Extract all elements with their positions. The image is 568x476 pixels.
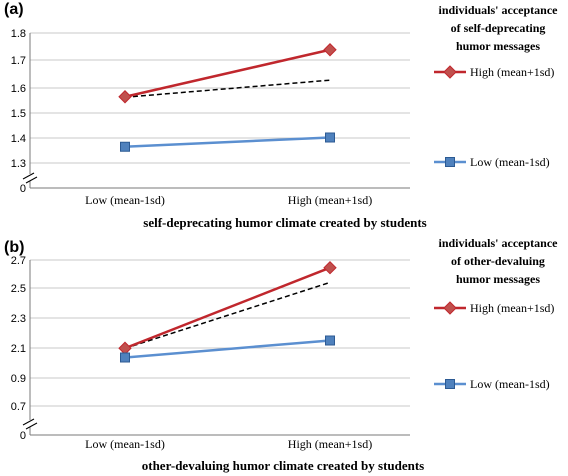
y-tick-label: 2.3 [11, 313, 26, 325]
x-tick-label: High (mean+1sd) [288, 437, 372, 451]
panel-b-label: (b) [4, 239, 24, 256]
series-line [124, 136, 331, 148]
y-tick-label: 2.7 [11, 255, 26, 267]
y-tick-label: 0.7 [11, 401, 26, 413]
legend-entry: Low (mean-1sd) [434, 155, 550, 169]
x-axis-title-a: self-deprecating humor climate created b… [143, 215, 426, 230]
legend-label: High (mean+1sd) [470, 65, 554, 79]
data-point [325, 132, 335, 143]
y-tick-label: 0.9 [11, 373, 26, 385]
data-point [118, 90, 132, 104]
panel-b: (b) individuals' acceptance of other-dev… [4, 236, 558, 473]
legend-marker [443, 65, 457, 79]
data-point [120, 141, 130, 152]
data-point [323, 260, 337, 275]
legend-title-b: individuals' acceptance of other-devalui… [438, 236, 558, 286]
legend-entry: Low (mean-1sd) [434, 377, 550, 391]
series-line [124, 266, 331, 350]
legend-entry: High (mean+1sd) [434, 301, 554, 315]
x-tick-label: High (mean+1sd) [288, 193, 372, 207]
y-tick-label: 0 [20, 430, 26, 442]
legend-label: Low (mean-1sd) [470, 155, 550, 169]
legend-title-line: humor messages [456, 272, 540, 286]
series-low [120, 335, 335, 363]
y-tick-label: 1.8 [11, 28, 26, 40]
series-high [118, 260, 337, 355]
data-point [323, 43, 337, 57]
reference-line [124, 79, 331, 98]
data-point [120, 352, 130, 363]
x-axis-title-b: other-devaluing humor climate created by… [142, 458, 425, 473]
legend-title-line: humor messages [456, 39, 540, 53]
y-tick-label: 1.7 [11, 55, 26, 67]
axis-break-mark [22, 172, 35, 180]
legend-label: Low (mean-1sd) [470, 377, 550, 391]
axis-break-mask [24, 420, 36, 427]
legend-marker [445, 157, 455, 167]
x-tick-label: Low (mean-1sd) [85, 193, 165, 207]
axis-break-mark [22, 418, 35, 426]
legend-title-line: individuals' acceptance [438, 236, 558, 250]
series-low [120, 132, 335, 152]
y-tick-label: 2.5 [11, 283, 26, 295]
reference-line [124, 281, 331, 350]
y-tick-label: 2.1 [11, 343, 26, 355]
axis-break-mask [24, 174, 36, 181]
y-tick-label: 0 [20, 183, 26, 195]
series-line [124, 339, 331, 359]
legend-title-a: individuals' acceptance of self-deprecat… [438, 3, 558, 53]
data-point [118, 341, 132, 355]
legend-title-line: of self-deprecating [451, 21, 546, 35]
axis-break-mark [25, 422, 38, 430]
y-tick-label: 1.5 [11, 108, 26, 120]
legend-entry: High (mean+1sd) [434, 65, 554, 79]
y-tick-label: 1.6 [11, 83, 26, 95]
y-tick-label: 1.3 [11, 158, 26, 170]
legend-marker [445, 379, 455, 389]
y-tick-label: 1.4 [11, 133, 26, 145]
data-point [325, 335, 335, 346]
legend-title-line: individuals' acceptance [438, 3, 558, 17]
axis-break-mark [25, 176, 38, 184]
legend-marker [443, 301, 457, 315]
x-tick-label: Low (mean-1sd) [85, 437, 165, 451]
panel-a: (a) individuals' acceptance of self-depr… [4, 1, 558, 230]
series-high [118, 43, 337, 104]
series-line [124, 48, 331, 98]
legend-label: High (mean+1sd) [470, 301, 554, 315]
legend-title-line: of other-devaluing [451, 254, 545, 268]
panel-a-label: (a) [4, 1, 24, 18]
